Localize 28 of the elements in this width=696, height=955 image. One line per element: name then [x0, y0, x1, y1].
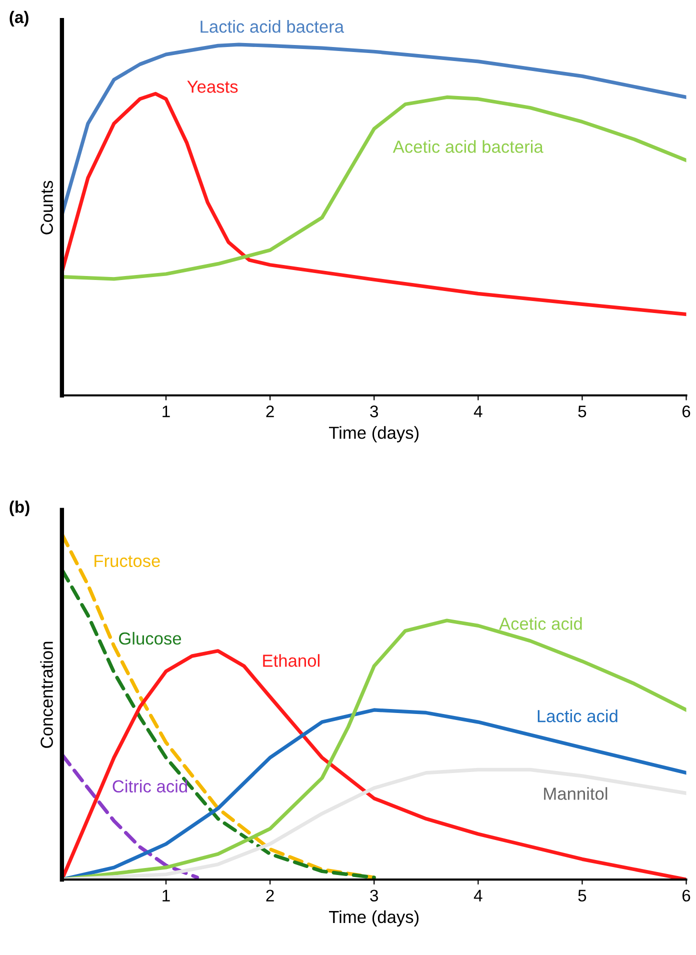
series-label: Citric acid: [112, 780, 187, 793]
series-label: Yeasts: [187, 80, 238, 93]
x-axis-title: Time (days): [329, 426, 419, 442]
x-tick-label: 1: [162, 890, 170, 902]
series-label: Lactic acid: [538, 710, 618, 722]
x-tick-label: 4: [474, 406, 482, 418]
series-label: Fructose: [94, 554, 160, 568]
x-tick-label: 2: [266, 406, 274, 418]
chart-title: (b): [10, 500, 30, 516]
x-axis-title: Time (days): [329, 910, 419, 927]
x-tick-label: 3: [370, 406, 378, 418]
series-label: Acetic acid bacteria: [392, 140, 544, 153]
x-tick-label: 6: [682, 406, 690, 418]
series-label: Acetic acid: [499, 617, 582, 630]
y-axis-title: Counts: [40, 180, 53, 234]
x-tick-label: 5: [578, 890, 586, 902]
series-label: Ethanol: [263, 654, 320, 667]
y-axis-title: Concentration: [40, 642, 53, 748]
series-label: Mannitol: [544, 787, 608, 800]
x-tick-label: 6: [682, 890, 690, 902]
x-tick-label: 1: [162, 406, 170, 418]
chart-title: (a): [10, 10, 28, 26]
x-tick-label: 2: [266, 890, 274, 902]
series-label: Lactic acid bactera: [200, 20, 344, 33]
x-tick-label: 3: [370, 890, 378, 902]
x-tick-label: 5: [578, 406, 586, 418]
series-label: Glucose: [119, 632, 182, 645]
x-tick-label: 4: [474, 890, 482, 902]
